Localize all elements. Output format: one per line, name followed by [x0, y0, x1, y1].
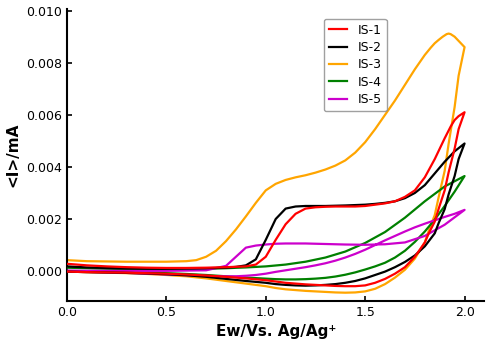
IS-3 — [273, 286, 279, 290]
IS-3 — [64, 258, 70, 262]
IS-3 — [446, 31, 452, 36]
IS-2 — [64, 264, 70, 268]
IS-3 — [293, 288, 298, 292]
IS-5 — [233, 274, 239, 278]
IS-3 — [64, 269, 70, 274]
IS-5 — [462, 208, 467, 212]
IS-5 — [313, 263, 318, 267]
IS-5 — [123, 269, 129, 273]
IS-1 — [144, 266, 149, 270]
IS-1 — [253, 263, 259, 267]
Line: IS-3: IS-3 — [67, 33, 465, 293]
IS-5 — [452, 212, 458, 216]
IS-4 — [84, 270, 90, 274]
Line: IS-5: IS-5 — [67, 210, 465, 276]
Legend: IS-1, IS-2, IS-3, IS-4, IS-5: IS-1, IS-2, IS-3, IS-4, IS-5 — [324, 19, 387, 111]
IS-5 — [64, 268, 70, 273]
IS-4 — [293, 277, 298, 282]
IS-4 — [462, 174, 467, 178]
Y-axis label: <I>/mA: <I>/mA — [5, 123, 21, 187]
IS-2 — [64, 269, 70, 274]
IS-1 — [64, 262, 70, 266]
IS-5 — [64, 269, 70, 273]
X-axis label: Ew/Vs. Ag/Ag⁺: Ew/Vs. Ag/Ag⁺ — [216, 324, 336, 339]
IS-4 — [283, 277, 289, 282]
IS-2 — [422, 183, 428, 187]
IS-2 — [372, 273, 378, 277]
Line: IS-4: IS-4 — [67, 176, 465, 279]
IS-3 — [322, 290, 328, 294]
IS-5 — [303, 265, 309, 269]
IS-3 — [343, 290, 348, 295]
IS-4 — [382, 230, 388, 234]
IS-4 — [362, 241, 368, 245]
IS-2 — [462, 141, 467, 146]
IS-3 — [183, 274, 189, 278]
IS-1 — [303, 282, 309, 286]
IS-2 — [452, 174, 458, 178]
IS-1 — [462, 110, 467, 114]
IS-2 — [203, 266, 209, 270]
IS-1 — [432, 219, 438, 224]
IS-3 — [303, 289, 309, 293]
IS-4 — [64, 269, 70, 273]
IS-5 — [293, 241, 298, 246]
Line: IS-1: IS-1 — [67, 112, 465, 286]
IS-2 — [432, 231, 438, 235]
IS-4 — [322, 276, 328, 280]
IS-3 — [164, 260, 170, 264]
IS-1 — [64, 269, 70, 274]
IS-4 — [283, 263, 289, 267]
IS-5 — [104, 269, 110, 273]
IS-1 — [352, 284, 358, 288]
IS-2 — [303, 284, 309, 288]
IS-1 — [273, 238, 279, 242]
IS-2 — [382, 269, 388, 274]
IS-4 — [64, 266, 70, 270]
Line: IS-2: IS-2 — [67, 144, 465, 286]
IS-1 — [84, 270, 90, 274]
